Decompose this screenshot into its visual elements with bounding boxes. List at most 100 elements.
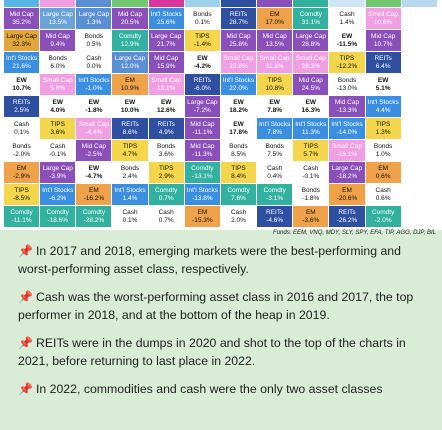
note-text: In 2017 and 2018, emerging markets were … [18, 244, 401, 276]
table-row: TIPS -8.5% Int'l Stocks -6.2% EM -16.2% Int'l … [4, 184, 438, 206]
asset-name: Large Cap [42, 10, 73, 18]
table-cell: EW 5.1% [365, 74, 402, 96]
table-cell: 30.4% [40, 0, 77, 8]
table-cell: Large Cap -7.2% [184, 96, 221, 118]
asset-name: Large Cap [78, 10, 110, 18]
asset-name: TIPS [158, 164, 174, 172]
table-cell: Cash 0.4% [257, 162, 294, 184]
asset-return: 7.8% [267, 106, 283, 114]
table-cell [401, 52, 438, 74]
asset-return: -11.3% [192, 150, 213, 158]
asset-name: Cash [158, 208, 174, 216]
asset-return: -12.2% [336, 62, 358, 70]
table-cell: 40.9% [293, 0, 330, 8]
asset-return: 33.0% [121, 0, 139, 1]
table-cell: EW 10.0% [112, 96, 149, 118]
asset-name: EW [233, 98, 244, 106]
table-cell: TIPS 3.6% [40, 118, 77, 140]
asset-return: -3.9% [49, 172, 67, 180]
asset-name: Comdty [263, 186, 286, 194]
asset-return: 2.0% [231, 216, 246, 224]
asset-return: 8.5% [231, 150, 246, 158]
asset-return: -26.2% [336, 216, 358, 224]
asset-name: Large Cap [187, 98, 218, 106]
asset-name: Int'l Stocks [367, 98, 399, 106]
asset-name: EW [124, 98, 136, 106]
asset-name: REITs [374, 54, 392, 62]
asset-return: -4.2% [193, 62, 211, 70]
asset-name: Int'l Stocks [5, 54, 38, 62]
asset-return: 5.1% [375, 84, 391, 92]
asset-return: -2.0% [13, 150, 31, 158]
asset-name: Bonds [12, 142, 31, 150]
table-cell: Comdty 7.6% [220, 184, 258, 206]
asset-return: 7.6% [231, 194, 246, 202]
asset-name: Cash [339, 10, 355, 18]
asset-return: 5.7% [303, 150, 319, 158]
table-cell: REITs 2.5% [4, 96, 41, 118]
asset-return: -3.1% [266, 194, 284, 202]
table-cell: TIPS -12.2% [329, 52, 366, 74]
asset-return: 12.9% [120, 40, 140, 48]
table-cell: EW 17.8% [220, 118, 258, 140]
asset-name: Bonds [84, 32, 104, 40]
asset-return: 8.6% [122, 128, 138, 136]
asset-name: REITs [338, 208, 356, 216]
asset-return: 8.4% [231, 172, 246, 180]
table-cell: Int'l Stocks -1.0% [76, 74, 113, 96]
asset-return: -0.1% [302, 172, 320, 180]
asset-name: Small Cap [151, 76, 182, 84]
table-row: Cash 0.1% TIPS 3.6% Small Cap -4.4% REITs 8.6% R… [4, 118, 438, 140]
asset-name: Mid Cap [81, 142, 106, 150]
asset-name: Mid Cap [190, 120, 215, 128]
asset-return: 31.2% [229, 0, 247, 1]
table-cell [401, 206, 438, 228]
table-cell: 17.5% [329, 0, 366, 8]
asset-name: Mid Cap [262, 32, 287, 40]
asset-name: Mid Cap [190, 142, 215, 150]
asset-name: REITs [193, 76, 212, 84]
table-cell: Cash 0.6% [365, 184, 402, 206]
asset-return: 12.6% [156, 106, 176, 114]
returns-grid: 41.0% 30.4% 2.4% 33.0% 37.3% 1.7% 31.2% 18.3% 40… [4, 0, 438, 230]
asset-return: 7.5% [267, 150, 283, 158]
asset-return: 12.5% [374, 0, 392, 1]
table-cell: Large Cap 1.3% [76, 8, 113, 30]
table-cell: Small Cap 13.1% [148, 74, 185, 96]
table-cell [401, 162, 438, 184]
asset-return: 28.7% [229, 18, 248, 26]
asset-return: 6.0% [50, 62, 66, 70]
asset-name: Cash [86, 54, 102, 62]
table-cell: Mid Cap 9.4% [40, 30, 77, 52]
asset-return: 0.4% [267, 172, 283, 180]
table-cell: 12.5% [365, 0, 402, 8]
asset-return: 2.4% [122, 172, 138, 180]
asset-return: 0.1% [14, 128, 29, 136]
asset-name: Comdty [118, 32, 142, 40]
table-cell [401, 184, 438, 206]
table-cell: Mid Cap 13.5% [257, 30, 294, 52]
table-cell: Cash 2.0% [220, 206, 258, 228]
pushpin-icon: 📌 [18, 336, 33, 350]
asset-name: EW [233, 120, 244, 128]
table-cell: Mid Cap 20.5% [112, 8, 149, 30]
asset-return: 21.7% [156, 40, 176, 48]
asset-name: Mid Cap [9, 10, 34, 18]
asset-name: EM [342, 186, 352, 194]
asset-name: Large Cap [295, 32, 326, 40]
asset-name: Comdty [155, 186, 178, 194]
note-text: In 2022, commodities and cash were the o… [35, 382, 383, 396]
table-cell: TIPS 5.7% [293, 140, 330, 162]
table-cell [401, 30, 438, 52]
asset-return: 13.5% [265, 40, 284, 48]
asset-name: EM [378, 164, 389, 172]
table-cell: Cash 0.1% [4, 118, 41, 140]
funds-caption: Funds: EEM, VNQ, MDY, SLY, SPY, EFA, TIP… [273, 230, 436, 236]
asset-name: Bonds [373, 142, 393, 150]
asset-name: EW [88, 164, 100, 172]
table-cell: Bonds 3.6% [148, 140, 185, 162]
asset-return: 13.5% [48, 18, 67, 26]
asset-return: 21.6% [12, 62, 31, 70]
asset-return: -13.0% [336, 84, 358, 92]
table-cell: Small Cap 11.3% [257, 52, 294, 74]
